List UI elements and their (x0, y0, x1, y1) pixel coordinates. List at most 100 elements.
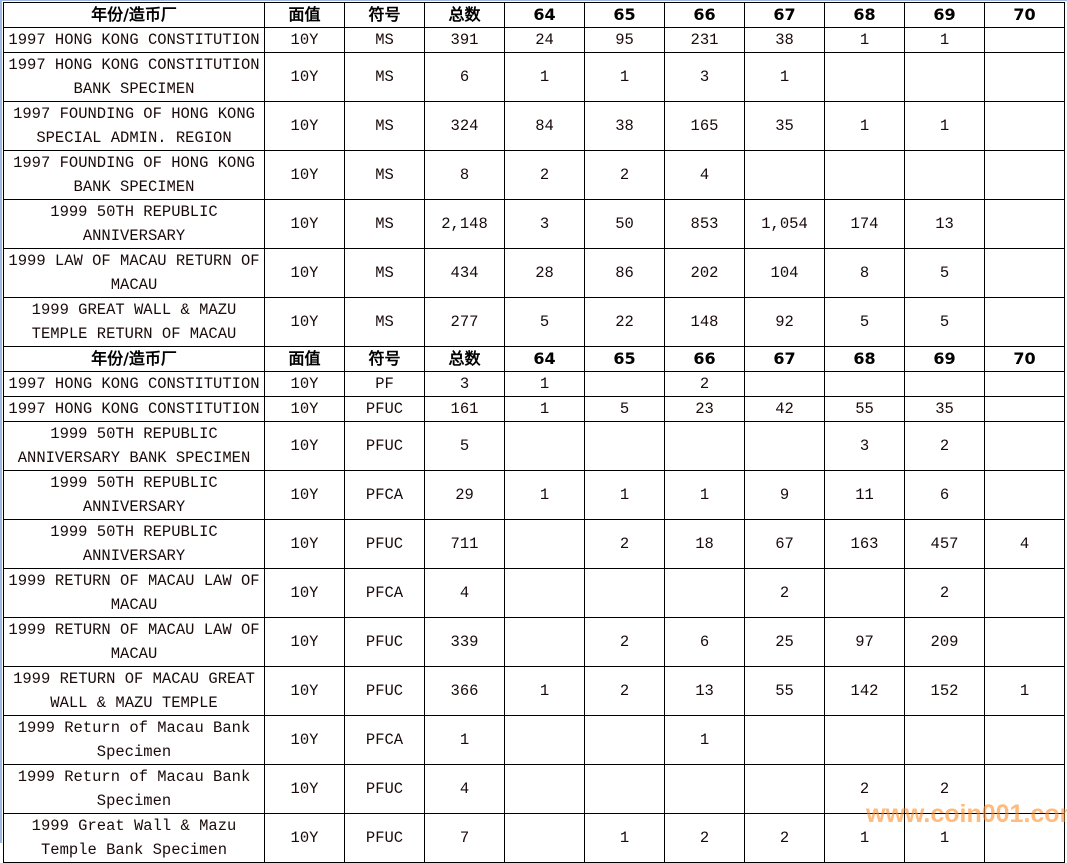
table-row: 1999 50TH REPUBLIC ANNIVERSARY 10Y MS 2,148… (3, 199, 1065, 249)
denomination-cell: 10Y (264, 371, 345, 397)
grade-count-cell: 853 (664, 199, 745, 249)
table-row: 1997 FOUNDING OF HONG KONG BANK SPECIMEN… (3, 150, 1065, 200)
grade-count-cell: 202 (664, 248, 745, 298)
grade-symbol-cell: MS (344, 150, 425, 200)
denomination-cell: 10Y (264, 52, 345, 102)
coin-name-cell: 1999 50TH REPUBLIC ANNIVERSARY (3, 470, 265, 520)
column-header: 64 (504, 2, 585, 28)
denomination-cell: 10Y (264, 101, 345, 151)
grade-count-cell (984, 715, 1065, 765)
grade-count-cell (504, 568, 585, 618)
grade-count-cell (984, 150, 1065, 200)
column-header: 总数 (424, 346, 505, 372)
grade-count-cell: 2 (744, 813, 825, 863)
coin-name-cell: 1997 HONG KONG CONSTITUTION (3, 371, 265, 397)
coin-name-cell: 1999 Return of Macau Bank Specimen (3, 715, 265, 765)
table-row: 1997 FOUNDING OF HONG KONG SPECIAL ADMIN… (3, 101, 1065, 151)
grade-count-cell: 174 (824, 199, 905, 249)
grade-count-cell (984, 199, 1065, 249)
grade-count-cell (984, 470, 1065, 520)
grade-count-cell: 1 (664, 470, 745, 520)
coin-name-cell: 1997 FOUNDING OF HONG KONG SPECIAL ADMIN… (3, 101, 265, 151)
total-cell: 8 (424, 150, 505, 200)
watermark: www.coin001.com (866, 800, 1067, 828)
grade-count-cell (584, 371, 665, 397)
denomination-cell: 10Y (264, 421, 345, 471)
grade-symbol-cell: PFCA (344, 470, 425, 520)
column-header: 年份/造币厂 (3, 2, 265, 28)
column-header: 年份/造币厂 (3, 346, 265, 372)
grade-count-cell: 152 (904, 666, 985, 716)
coin-name-cell: 1999 Great Wall & Mazu Temple Bank Speci… (3, 813, 265, 863)
grade-symbol-cell: PFCA (344, 568, 425, 618)
grade-count-cell: 24 (504, 27, 585, 53)
grade-count-cell: 11 (824, 470, 905, 520)
grade-count-cell: 163 (824, 519, 905, 569)
denomination-cell: 10Y (264, 715, 345, 765)
grade-count-cell: 25 (744, 617, 825, 667)
column-header: 总数 (424, 2, 505, 28)
column-header: 符号 (344, 346, 425, 372)
grade-count-cell: 35 (744, 101, 825, 151)
grade-count-cell (584, 764, 665, 814)
grade-count-cell: 13 (904, 199, 985, 249)
grade-symbol-cell: PFUC (344, 813, 425, 863)
grade-count-cell: 92 (744, 297, 825, 347)
grade-count-cell: 38 (744, 27, 825, 53)
grade-count-cell: 1 (904, 27, 985, 53)
grade-count-cell: 231 (664, 27, 745, 53)
grade-count-cell: 1 (504, 52, 585, 102)
grade-count-cell: 55 (824, 396, 905, 422)
grade-count-cell: 3 (664, 52, 745, 102)
grade-count-cell (824, 150, 905, 200)
grade-count-cell: 6 (904, 470, 985, 520)
grade-count-cell: 18 (664, 519, 745, 569)
column-header: 68 (824, 2, 905, 28)
grade-symbol-cell: MS (344, 101, 425, 151)
grade-count-cell: 95 (584, 27, 665, 53)
table-row: 1999 50TH REPUBLIC ANNIVERSARY 10Y PFUC 711… (3, 519, 1065, 569)
grade-count-cell: 5 (504, 297, 585, 347)
coin-name-cell: 1997 HONG KONG CONSTITUTION (3, 27, 265, 53)
grade-count-cell: 5 (584, 396, 665, 422)
grade-symbol-cell: PFUC (344, 666, 425, 716)
denomination-cell: 10Y (264, 150, 345, 200)
column-header: 面值 (264, 346, 345, 372)
grade-count-cell: 86 (584, 248, 665, 298)
grade-count-cell: 104 (744, 248, 825, 298)
grade-count-cell (584, 568, 665, 618)
table-row: 1999 LAW OF MACAU RETURN OF MACAU 10Y MS 43… (3, 248, 1065, 298)
grade-count-cell (584, 715, 665, 765)
grade-count-cell (984, 52, 1065, 102)
grade-count-cell (504, 617, 585, 667)
total-cell: 711 (424, 519, 505, 569)
grade-symbol-cell: PFUC (344, 421, 425, 471)
total-cell: 1 (424, 715, 505, 765)
grade-count-cell: 3 (824, 421, 905, 471)
grade-count-cell: 2 (744, 568, 825, 618)
grade-count-cell: 4 (664, 150, 745, 200)
total-cell: 4 (424, 568, 505, 618)
grade-count-cell: 2 (584, 617, 665, 667)
total-cell: 3 (424, 371, 505, 397)
grade-count-cell: 9 (744, 470, 825, 520)
grade-count-cell: 2 (584, 150, 665, 200)
coin-name-cell: 1999 LAW OF MACAU RETURN OF MACAU (3, 248, 265, 298)
grade-count-cell: 1 (504, 470, 585, 520)
total-cell: 391 (424, 27, 505, 53)
grade-count-cell: 35 (904, 396, 985, 422)
grade-count-cell: 165 (664, 101, 745, 151)
grade-count-cell: 148 (664, 297, 745, 347)
column-header: 70 (984, 346, 1065, 372)
header-row: 年份/造币厂 面值 符号 总数 64 65 66 67 68 69 70 (3, 2, 1065, 28)
table-row: 1999 GREAT WALL & MAZU TEMPLE RETURN OF … (3, 297, 1065, 347)
grade-count-cell: 457 (904, 519, 985, 569)
grade-count-cell: 1 (824, 101, 905, 151)
denomination-cell: 10Y (264, 470, 345, 520)
grade-count-cell: 84 (504, 101, 585, 151)
table-row: 1999 Return of Macau Bank Specimen 10Y PFC… (3, 715, 1065, 765)
denomination-cell: 10Y (264, 396, 345, 422)
grade-count-cell: 2 (504, 150, 585, 200)
total-cell: 366 (424, 666, 505, 716)
grade-count-cell: 42 (744, 396, 825, 422)
